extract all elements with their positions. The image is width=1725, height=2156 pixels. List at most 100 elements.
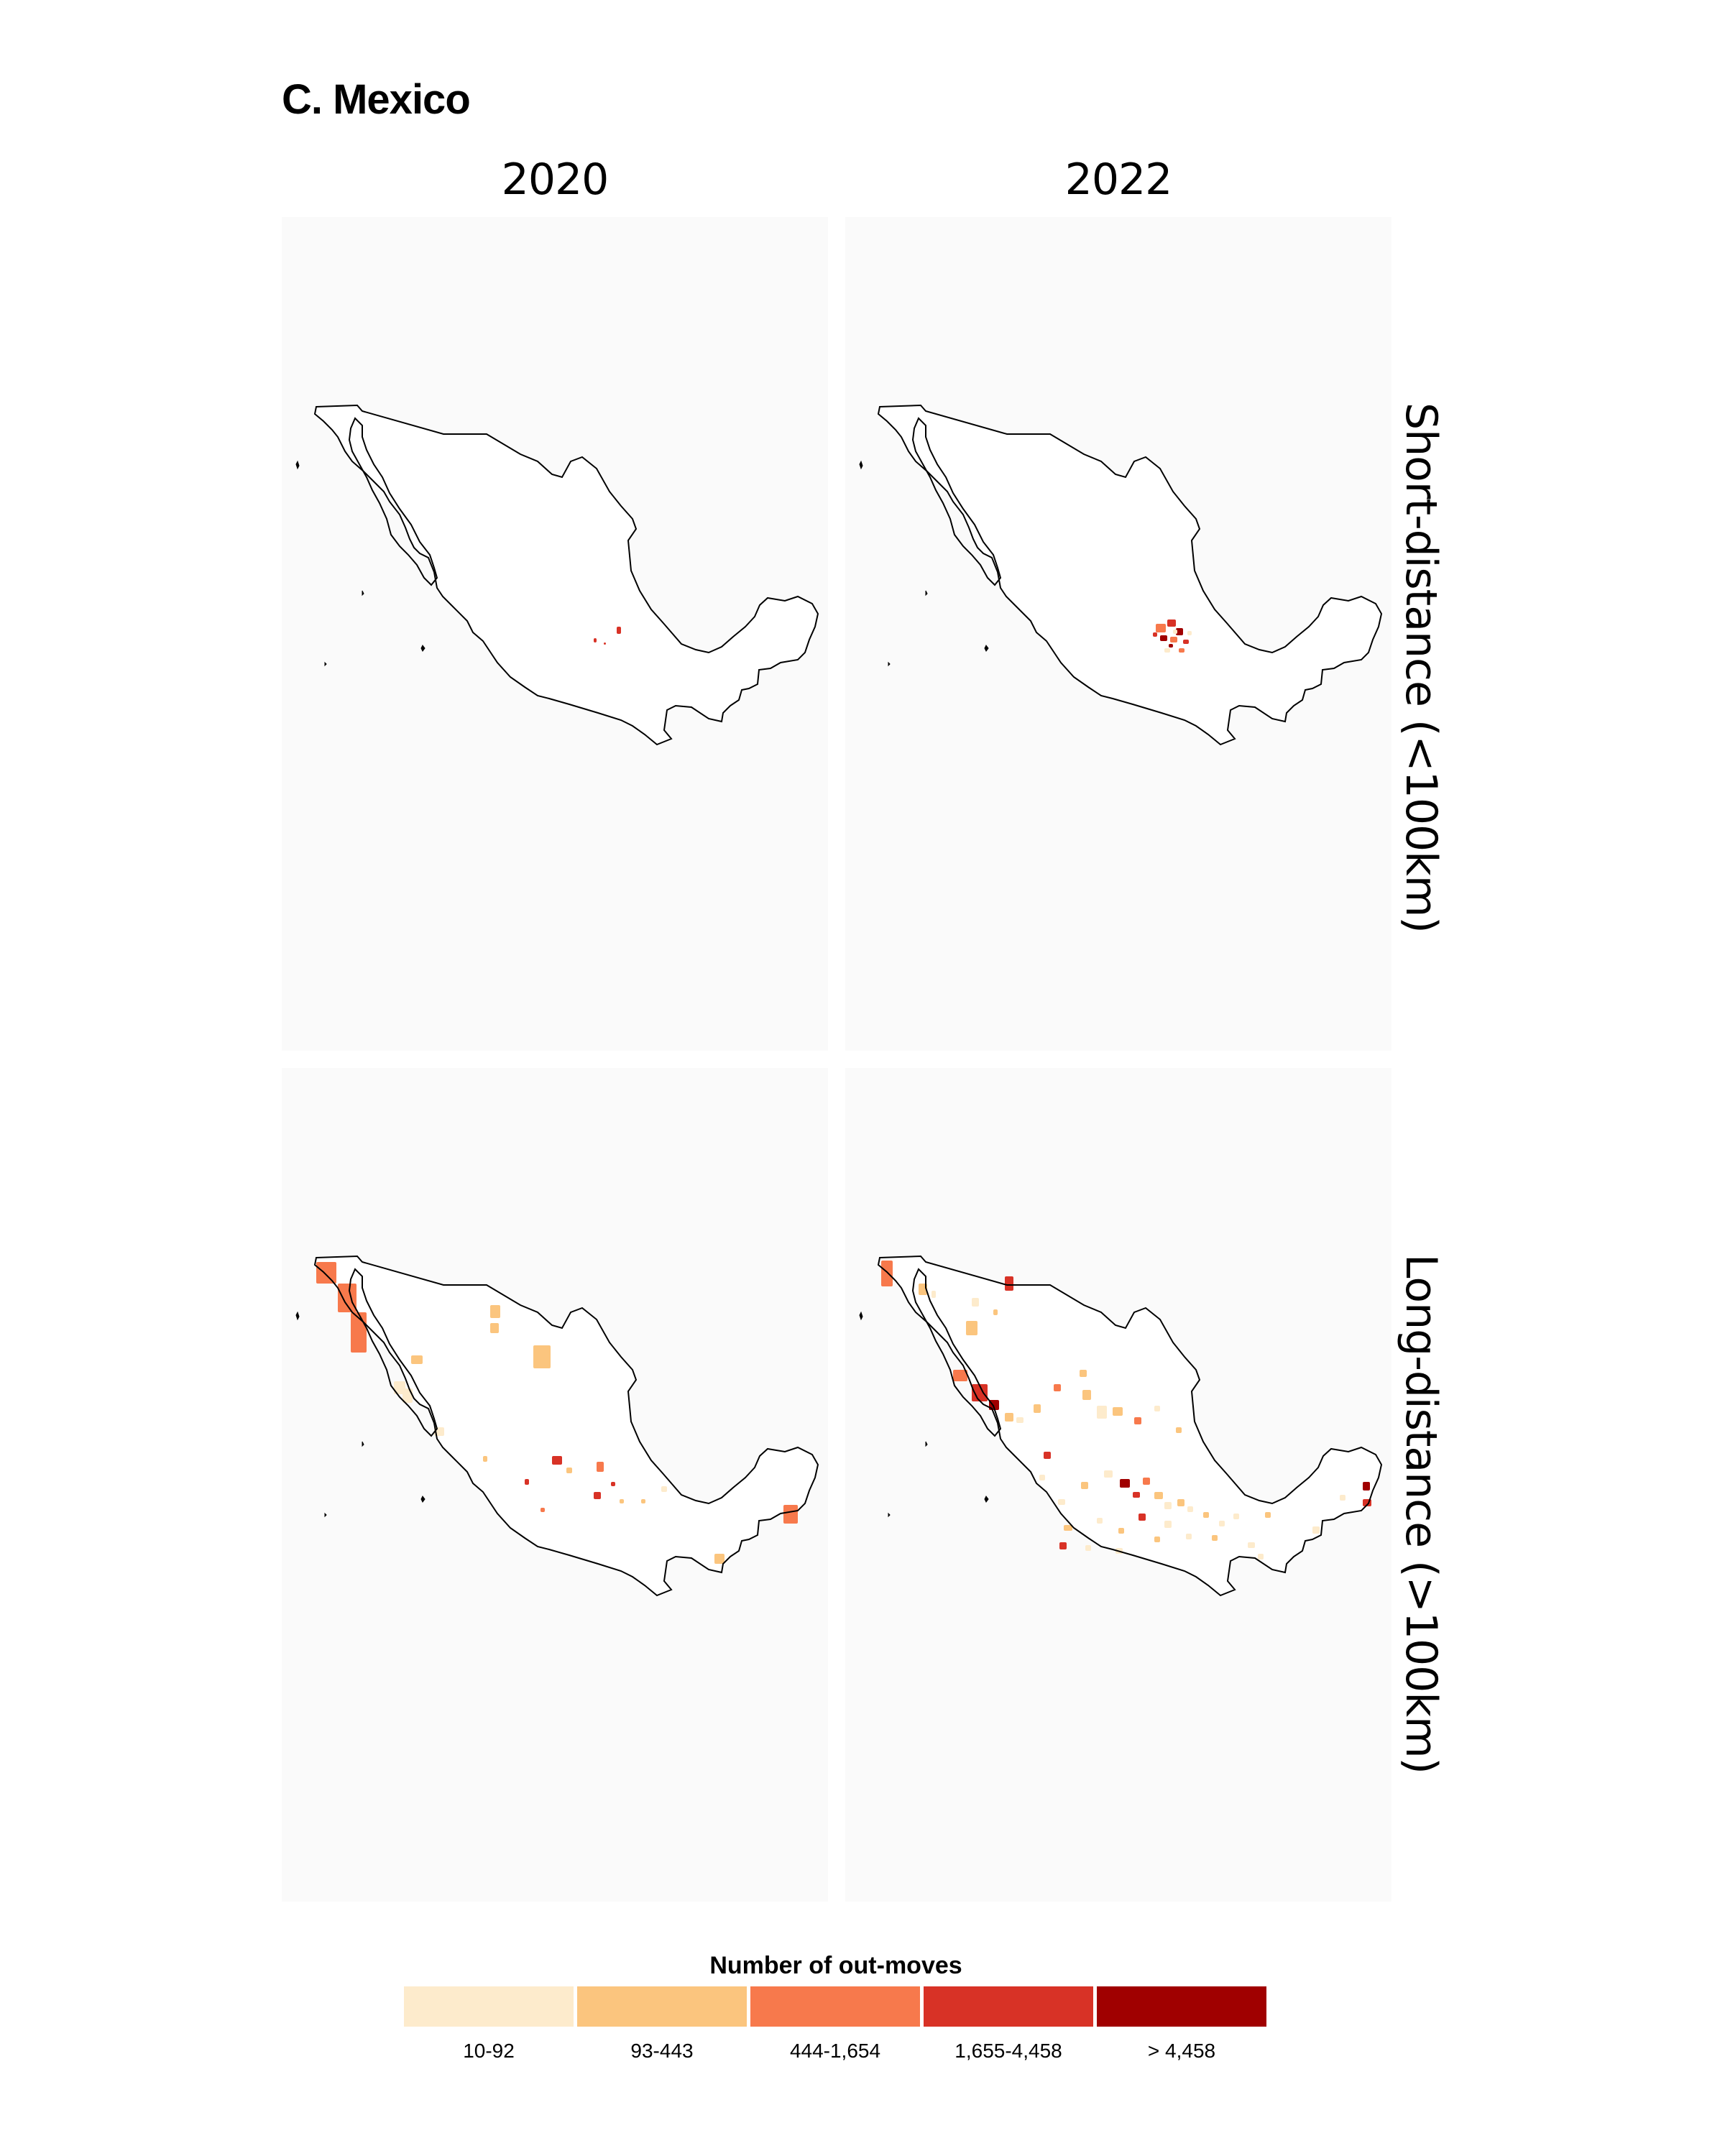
island: [420, 645, 426, 652]
municipality-region: [1039, 1475, 1045, 1480]
municipality-region: [1134, 1417, 1141, 1424]
mexico-land: [878, 1256, 1381, 1595]
municipality-region: [540, 1508, 545, 1512]
mexico-border: [313, 1255, 819, 1597]
municipality-region: [1363, 1482, 1370, 1491]
municipality-region: [1173, 630, 1177, 634]
municipality-region: [714, 1554, 724, 1564]
municipality-region: [1164, 648, 1170, 653]
municipality-region: [1187, 631, 1192, 635]
mexico-land: [315, 405, 818, 745]
municipality-region: [1265, 1512, 1271, 1518]
municipality-region: [1176, 1427, 1182, 1433]
municipality-region: [1054, 1384, 1061, 1391]
municipality-region: [1177, 1499, 1184, 1506]
legend-swatch-1: [404, 1986, 574, 2027]
municipality-region: [1082, 1390, 1091, 1400]
island: [295, 1311, 300, 1321]
legend-label-1: 10-92: [463, 2040, 515, 2062]
municipality-region: [661, 1486, 667, 1492]
municipality-region: [1156, 624, 1166, 632]
municipality-region: [1312, 1526, 1320, 1534]
municipality-region: [1167, 619, 1176, 627]
municipality-region: [1258, 1554, 1264, 1560]
legend-label-5: > 4,458: [1147, 2040, 1216, 2062]
municipality-region: [1169, 644, 1173, 648]
municipality-region: [1118, 1528, 1124, 1534]
municipality-region: [594, 1492, 601, 1499]
baja-california-border: [348, 417, 438, 586]
municipality-region: [1176, 628, 1183, 635]
municipality-region: [993, 1309, 998, 1315]
municipality-region: [604, 642, 606, 645]
baja-california-border: [348, 1268, 438, 1437]
municipality-region: [617, 627, 621, 634]
municipality-region: [1233, 1514, 1239, 1519]
municipality-region: [1340, 1495, 1346, 1501]
municipality-region: [1187, 1506, 1193, 1512]
island: [859, 460, 863, 470]
municipality-region: [1081, 1482, 1088, 1489]
municipality-region: [1085, 1545, 1091, 1551]
municipality-region: [1120, 1479, 1130, 1488]
municipality-region: [1143, 1478, 1150, 1485]
municipality-region: [641, 1499, 645, 1503]
legend-label-2: 93-443: [630, 2040, 694, 2062]
municipality-region: [1154, 1537, 1160, 1542]
municipality-region: [1212, 1535, 1218, 1541]
municipality-region: [483, 1456, 487, 1462]
municipality-region: [1183, 640, 1189, 644]
municipality-region: [1097, 1518, 1103, 1524]
municipality-region: [338, 1284, 356, 1312]
island: [925, 590, 928, 596]
island: [362, 590, 364, 596]
island: [925, 1441, 928, 1447]
row-title-long: Long-distance (>100km): [1396, 1254, 1446, 1774]
municipality-region: [1005, 1276, 1013, 1291]
municipality-region: [566, 1468, 572, 1473]
island: [324, 1512, 327, 1518]
municipality-region: [1160, 635, 1167, 641]
municipality-region: [1080, 1370, 1087, 1377]
municipality-region: [1154, 1406, 1160, 1411]
mexico-border: [877, 1255, 1383, 1597]
municipality-region: [1179, 648, 1184, 653]
municipality-region: [533, 1345, 551, 1368]
municipality-region: [932, 1291, 936, 1298]
municipality-region: [1058, 1499, 1065, 1505]
municipality-region: [316, 1262, 336, 1284]
legend-swatch-3: [750, 1986, 920, 2027]
municipality-region: [881, 1261, 893, 1286]
municipality-region: [1064, 1525, 1072, 1531]
municipality-region: [1097, 1406, 1107, 1419]
figure-title: C. Mexico: [282, 76, 471, 123]
municipality-region: [1016, 1417, 1024, 1423]
municipality-region: [1138, 1514, 1146, 1521]
map-panel-2022-long: [845, 1068, 1392, 1902]
island: [984, 645, 989, 652]
legend-swatch-4: [924, 1986, 1093, 2027]
municipality-region: [525, 1479, 529, 1485]
municipality-region: [597, 1462, 604, 1472]
municipality-region: [1059, 1542, 1067, 1549]
map-panel-2020-short: [282, 217, 828, 1051]
row-title-short: Short-distance (<100km): [1396, 402, 1446, 933]
municipality-region: [1113, 1407, 1123, 1416]
legend-label-4: 1,655-4,458: [954, 2040, 1062, 2062]
municipality-region: [1186, 1534, 1192, 1539]
island: [888, 661, 891, 667]
municipality-region: [972, 1384, 988, 1401]
municipality-region: [1153, 632, 1157, 637]
municipality-region: [1170, 637, 1177, 642]
municipality-region: [1164, 1502, 1172, 1509]
municipality-region: [594, 638, 597, 642]
island: [859, 1311, 863, 1321]
municipality-region: [1219, 1521, 1225, 1526]
municipality-region: [1005, 1413, 1013, 1422]
legend-swatch-5: [1097, 1986, 1266, 2027]
municipality-region: [1104, 1470, 1113, 1478]
municipality-region: [611, 1482, 615, 1486]
column-title-2022: 2022: [1064, 155, 1173, 205]
municipality-region: [552, 1456, 562, 1465]
island: [984, 1496, 989, 1503]
